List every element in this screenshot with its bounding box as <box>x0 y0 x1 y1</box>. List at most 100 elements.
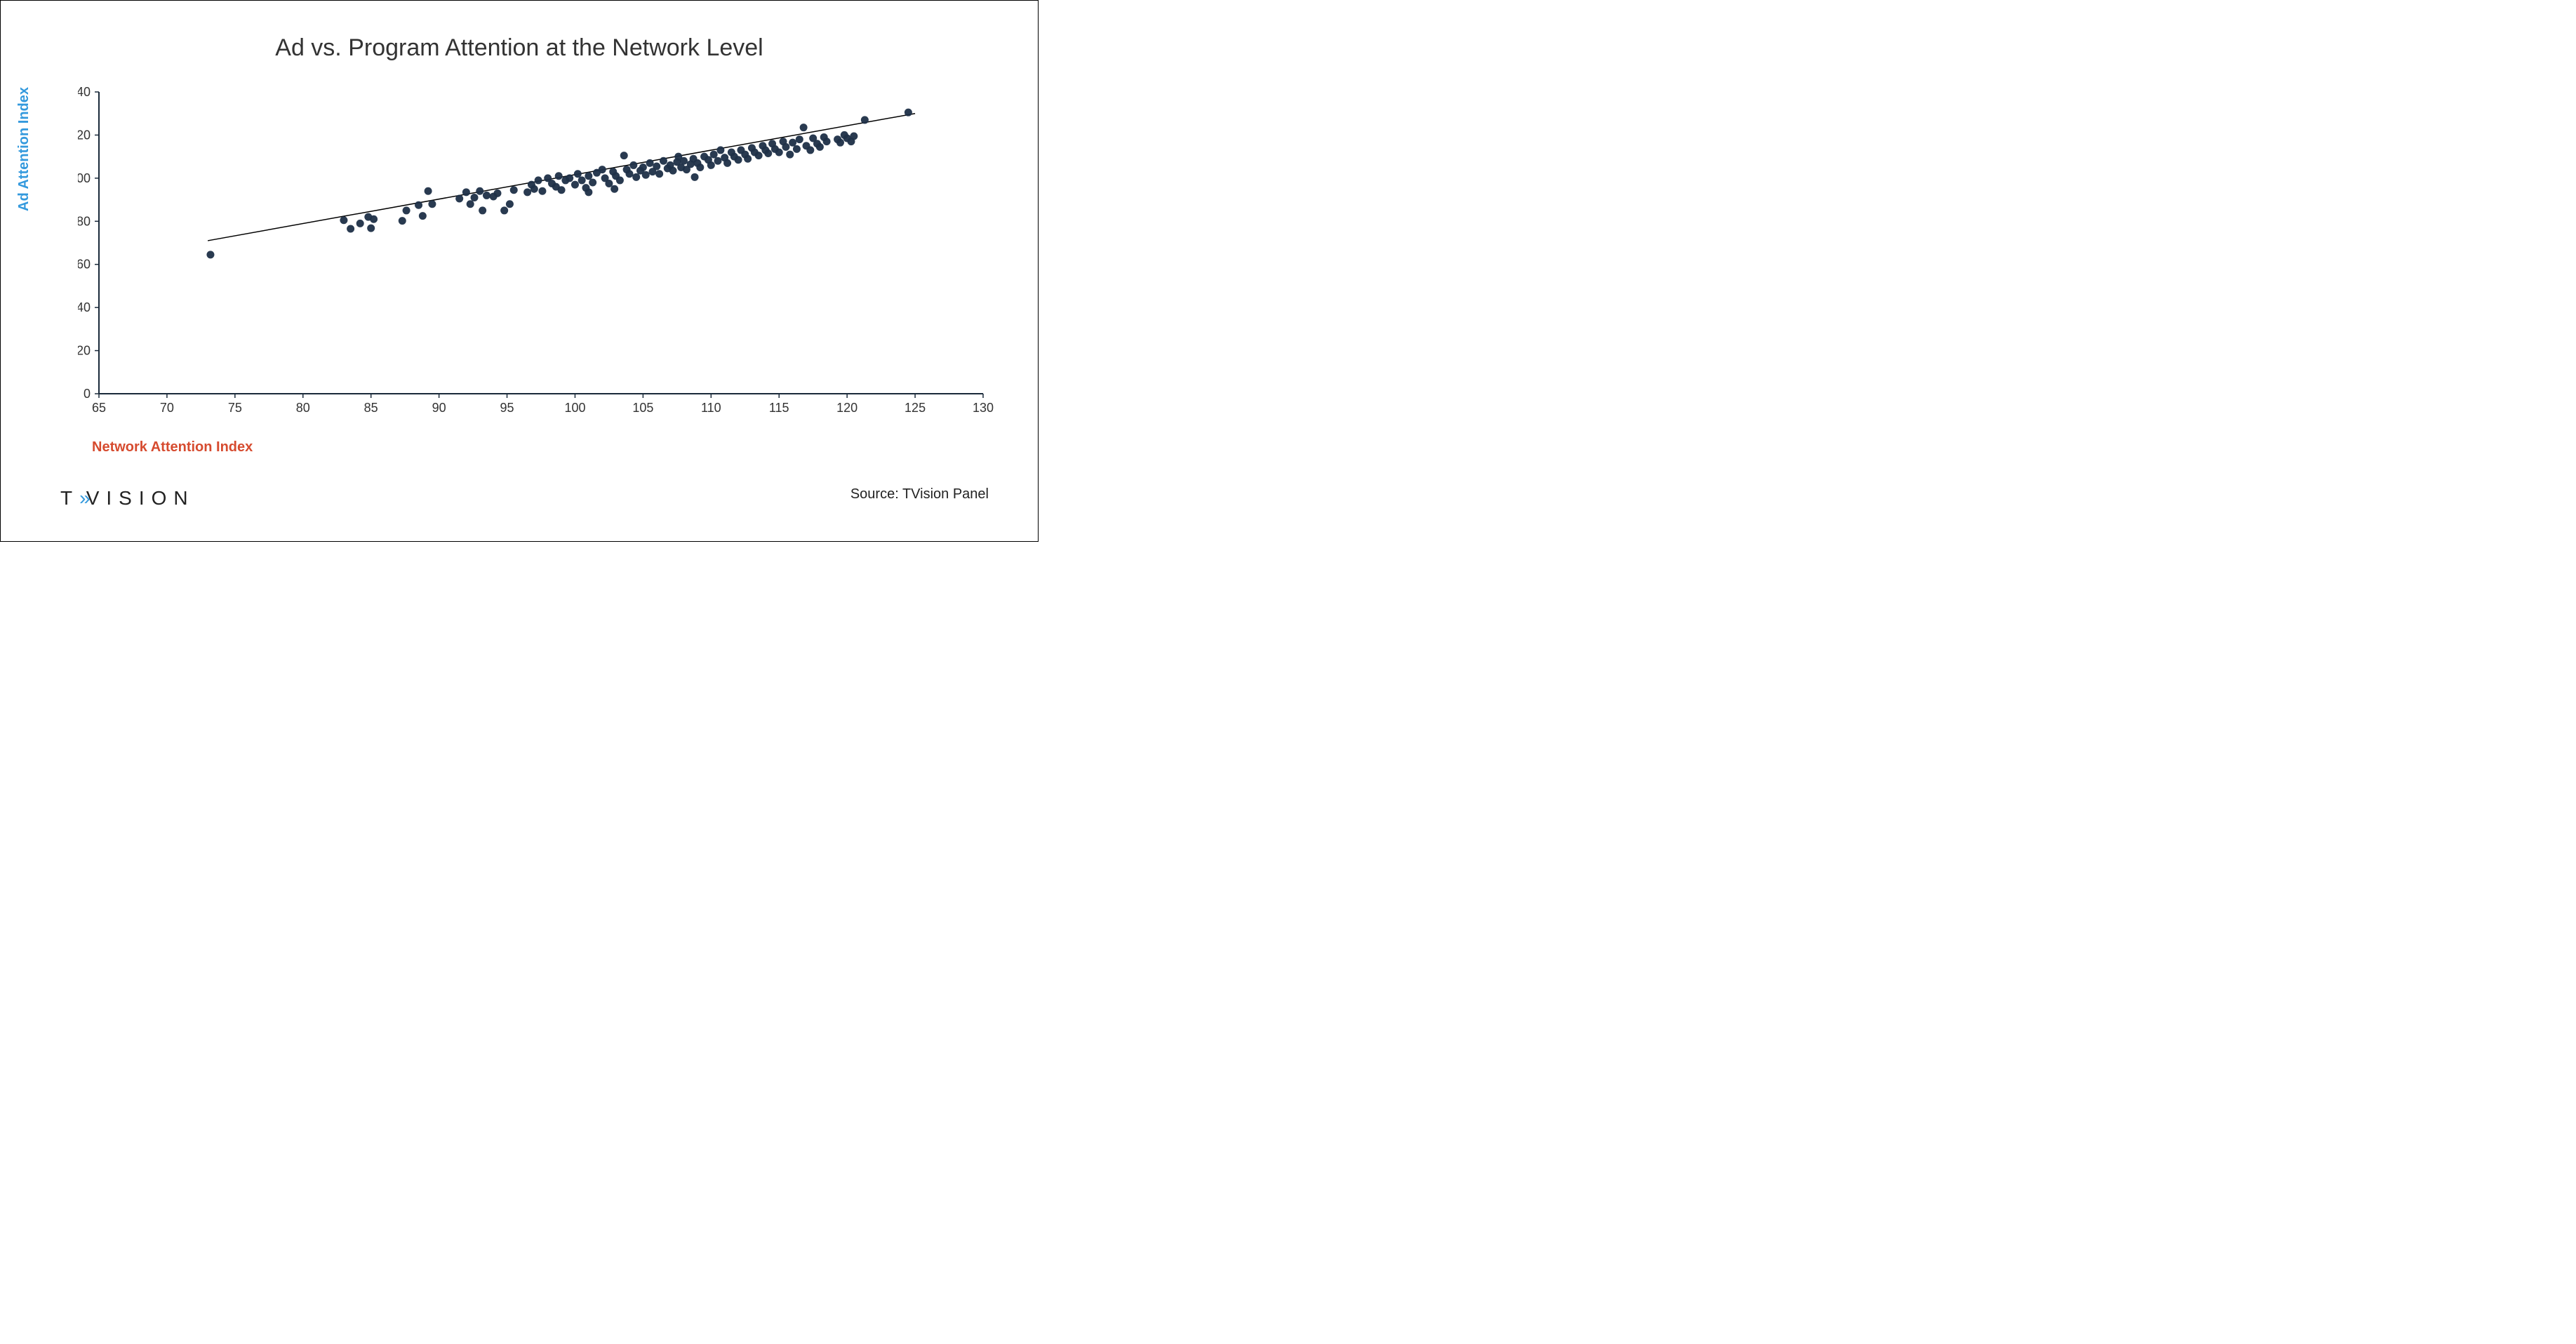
data-point <box>680 157 688 165</box>
data-point <box>691 173 699 181</box>
data-point <box>347 225 354 233</box>
data-point <box>793 145 801 153</box>
data-point <box>571 181 579 189</box>
data-point <box>574 170 582 178</box>
data-point <box>629 161 637 169</box>
data-point <box>653 162 660 170</box>
chart-title: Ad vs. Program Attention at the Network … <box>1 34 1038 62</box>
y-tick-label: 140 <box>78 85 91 99</box>
data-point <box>735 156 742 164</box>
data-point <box>639 164 647 171</box>
data-point <box>836 139 844 147</box>
x-tick-label: 110 <box>701 401 721 415</box>
data-point <box>610 185 618 193</box>
data-point <box>479 206 486 214</box>
logo-chevron-icon: » <box>79 487 86 509</box>
data-point <box>370 215 378 223</box>
data-point <box>660 157 667 165</box>
data-point <box>723 159 731 167</box>
data-point <box>530 185 538 193</box>
x-tick-label: 65 <box>92 401 106 415</box>
x-tick-label: 75 <box>228 401 242 415</box>
y-axis-label: Ad Attention Index <box>16 87 32 211</box>
data-point <box>789 139 796 147</box>
chart-frame: Ad vs. Program Attention at the Network … <box>0 0 1039 542</box>
data-point <box>786 151 794 159</box>
data-point <box>796 135 803 143</box>
data-point <box>367 225 375 232</box>
data-point <box>642 171 650 179</box>
plot-area: 6570758085909510010511011512012513002040… <box>78 85 997 401</box>
x-axis-label: Network Attention Index <box>92 439 253 455</box>
data-point <box>589 179 596 187</box>
data-point <box>425 187 432 195</box>
source-attribution: Source: TVision Panel <box>850 486 989 503</box>
data-point <box>403 206 411 214</box>
data-point <box>578 176 586 184</box>
data-point <box>419 212 427 220</box>
data-point <box>566 174 573 182</box>
data-point <box>476 187 483 195</box>
data-point <box>599 166 606 173</box>
data-point <box>585 172 592 180</box>
data-point <box>696 164 704 171</box>
data-point <box>800 124 808 131</box>
data-point <box>585 188 592 196</box>
x-tick-label: 130 <box>973 401 994 415</box>
data-point <box>710 151 718 159</box>
data-point <box>523 188 531 196</box>
data-point <box>632 173 640 181</box>
logo-left: T <box>60 487 79 509</box>
data-point <box>506 200 514 208</box>
data-point <box>764 149 772 157</box>
data-point <box>716 146 724 154</box>
x-tick-label: 120 <box>836 401 857 415</box>
data-point <box>399 217 406 225</box>
data-point <box>775 149 783 157</box>
data-point <box>462 188 470 196</box>
data-point <box>471 194 479 201</box>
x-tick-label: 85 <box>364 401 378 415</box>
y-tick-label: 80 <box>78 214 91 228</box>
data-point <box>415 201 422 209</box>
x-tick-label: 100 <box>564 401 585 415</box>
data-point <box>655 170 663 178</box>
data-point <box>500 206 508 214</box>
scatter-plot-svg: 6570758085909510010511011512012513002040… <box>78 85 997 422</box>
data-point <box>620 152 628 159</box>
x-tick-label: 115 <box>769 401 789 415</box>
data-point <box>646 159 654 167</box>
tvision-logo: T»VISION <box>60 487 195 510</box>
data-point <box>707 161 715 169</box>
data-point <box>850 132 857 140</box>
data-point <box>616 176 624 184</box>
y-tick-label: 0 <box>84 387 91 401</box>
data-point <box>806 146 814 154</box>
x-tick-label: 125 <box>905 401 926 415</box>
data-point <box>823 138 831 145</box>
data-point <box>510 186 518 194</box>
data-point <box>555 172 563 180</box>
data-point <box>428 200 436 208</box>
data-point <box>206 251 214 258</box>
data-point <box>714 157 722 165</box>
logo-right: VISION <box>86 487 195 509</box>
data-point <box>467 200 474 208</box>
x-tick-label: 105 <box>632 401 653 415</box>
data-point <box>535 176 542 184</box>
x-tick-label: 80 <box>296 401 310 415</box>
y-tick-label: 100 <box>78 171 91 185</box>
data-point <box>538 187 546 195</box>
data-point <box>905 109 912 117</box>
data-point <box>493 189 501 197</box>
data-point <box>356 220 364 227</box>
x-tick-label: 90 <box>432 401 446 415</box>
y-tick-label: 40 <box>78 300 91 314</box>
data-point <box>340 216 347 224</box>
data-point <box>669 167 677 175</box>
y-tick-label: 60 <box>78 258 91 272</box>
data-point <box>626 170 634 178</box>
x-tick-label: 70 <box>160 401 174 415</box>
y-tick-label: 120 <box>78 128 91 142</box>
data-point <box>755 152 763 159</box>
